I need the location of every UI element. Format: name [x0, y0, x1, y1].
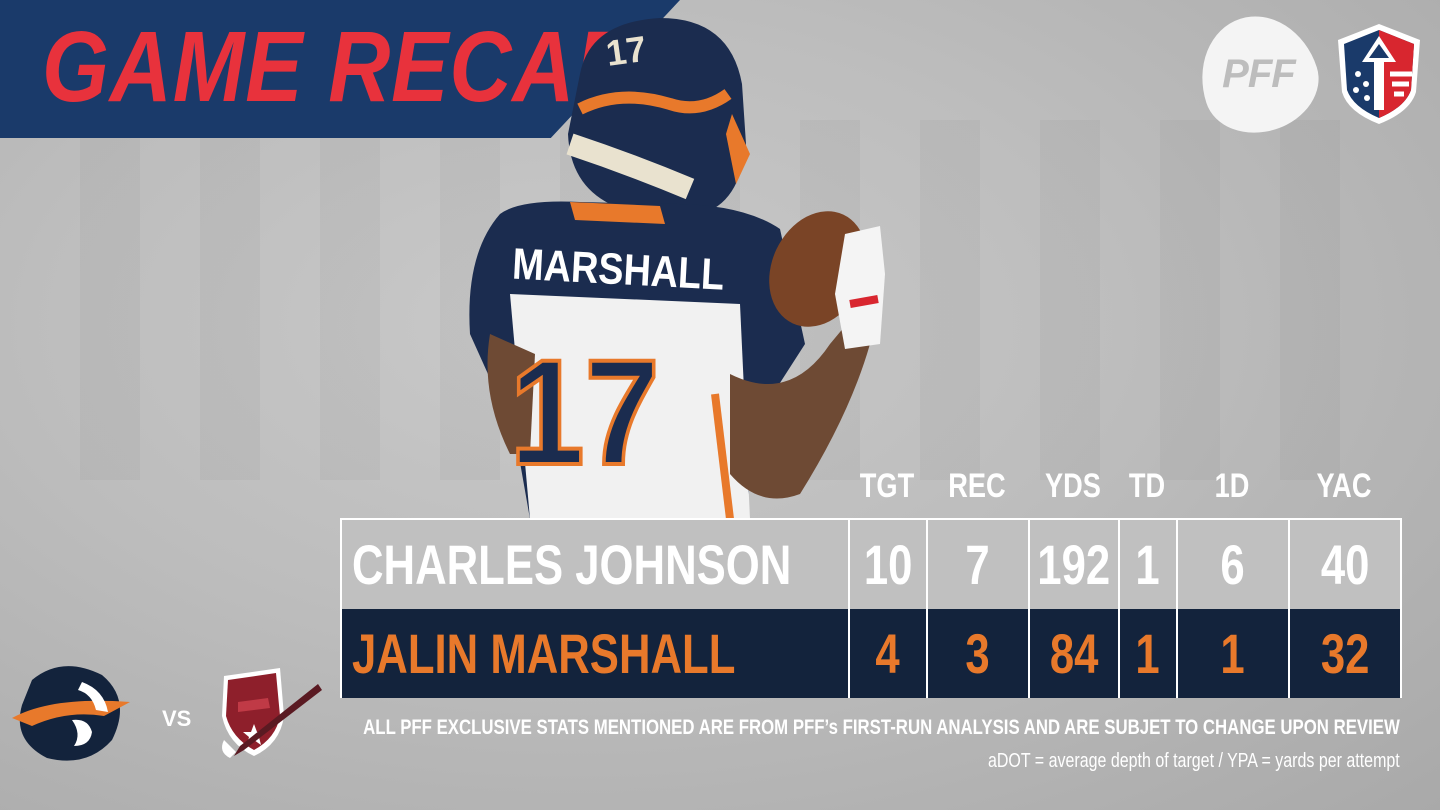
- col-header-yds: YDS: [1045, 467, 1101, 505]
- col-header-td: TD: [1128, 467, 1166, 505]
- stat-cell-rec: 3: [926, 609, 1028, 698]
- stat-cell-td: 1: [1118, 520, 1176, 609]
- stat-cell-yds: 84: [1028, 609, 1118, 698]
- stat-value: 7: [965, 533, 991, 596]
- stat-value: 84: [1049, 622, 1099, 685]
- stat-value: 3: [965, 622, 991, 685]
- player-name-cell: CHARLES JOHNSON: [342, 520, 848, 609]
- stat-value: 1: [1135, 533, 1161, 596]
- footnote-glossary: aDOT = average depth of target / YPA = y…: [988, 750, 1400, 772]
- stat-value: 32: [1320, 622, 1370, 685]
- helmet-number: 17: [603, 28, 648, 74]
- stat-cell-1d: 1: [1176, 609, 1288, 698]
- aaf-shield-logo-icon: [1338, 24, 1420, 124]
- col-header-tgt: TGT: [859, 467, 915, 505]
- orlando-apollos-logo-icon: [12, 666, 130, 761]
- stats-column-headers: TGT REC YDS TD 1D YAC: [340, 466, 1402, 506]
- player-name-cell: JALIN MARSHALL: [342, 609, 848, 698]
- stat-cell-1d: 6: [1176, 520, 1288, 609]
- stat-value: 4: [875, 622, 901, 685]
- stat-cell-yds: 192: [1028, 520, 1118, 609]
- stat-value: 40: [1320, 533, 1370, 596]
- page-title: GAME RECAP: [42, 11, 634, 123]
- stat-value: 1: [1220, 622, 1246, 685]
- jersey-name: MARSHALL: [511, 239, 725, 299]
- stat-cell-yac: 40: [1288, 520, 1400, 609]
- stat-cell-yac: 32: [1288, 609, 1400, 698]
- stat-value: 1: [1135, 622, 1161, 685]
- jersey-number: 17: [510, 329, 660, 496]
- player-illustration: MARSHALL 17 17: [469, 18, 885, 519]
- col-header-1d: 1D: [1214, 467, 1250, 505]
- player-name: CHARLES JOHNSON: [352, 533, 792, 596]
- col-header-rec: REC: [948, 467, 1006, 505]
- stat-cell-rec: 7: [926, 520, 1028, 609]
- header-banner: [0, 0, 680, 138]
- col-header-yac: YAC: [1316, 467, 1372, 505]
- stat-cell-td: 1: [1118, 609, 1176, 698]
- stat-cell-tgt: 4: [848, 609, 926, 698]
- stat-value: 6: [1220, 533, 1246, 596]
- table-row-highlighted: JALIN MARSHALL 4 3 84 1 1 32: [342, 609, 1400, 698]
- pff-logo-text: PFF: [1221, 51, 1295, 96]
- stats-table: CHARLES JOHNSON 10 7 192 1 6 40 JALIN MA…: [340, 518, 1402, 698]
- table-row: CHARLES JOHNSON 10 7 192 1 6 40: [342, 520, 1400, 611]
- stat-cell-tgt: 10: [848, 520, 926, 609]
- birmingham-iron-logo-icon: [222, 668, 322, 758]
- stat-value: 192: [1037, 533, 1111, 596]
- footnote-disclaimer: ALL PFF EXCLUSIVE STATS MENTIONED ARE FR…: [363, 716, 1400, 739]
- stat-value: 10: [863, 533, 913, 596]
- player-name: JALIN MARSHALL: [352, 622, 736, 685]
- vs-label: VS: [162, 706, 192, 731]
